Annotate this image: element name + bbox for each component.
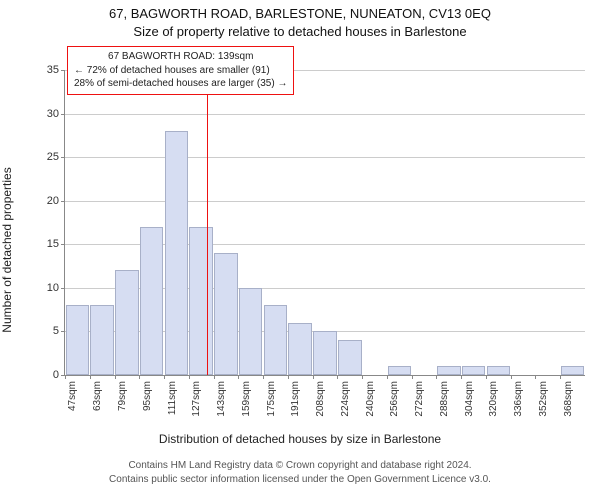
x-tick-label: 47sqm: [67, 381, 78, 411]
histogram-bar: [189, 227, 213, 375]
x-tick-label: 143sqm: [216, 381, 227, 417]
x-tickmark: [486, 375, 487, 379]
annotation-box: 67 BAGWORTH ROAD: 139sqm← 72% of detache…: [67, 46, 294, 95]
x-tick-label: 352sqm: [538, 381, 549, 417]
histogram-plot: 0510152025303547sqm63sqm79sqm95sqm111sqm…: [64, 70, 585, 376]
histogram-bar: [140, 227, 164, 375]
gridline: [65, 201, 585, 202]
y-tick-label: 25: [47, 151, 59, 163]
x-tickmark: [139, 375, 140, 379]
x-tick-label: 127sqm: [191, 381, 202, 417]
histogram-bar: [462, 366, 486, 375]
x-tickmark: [560, 375, 561, 379]
x-tick-label: 191sqm: [290, 381, 301, 417]
footer-license: Contains public sector information licen…: [0, 474, 600, 485]
x-tickmark: [288, 375, 289, 379]
x-tickmark: [362, 375, 363, 379]
title-subtitle: Size of property relative to detached ho…: [0, 24, 600, 39]
histogram-bar: [66, 305, 90, 375]
x-tick-label: 368sqm: [563, 381, 574, 417]
y-tickmark: [61, 70, 65, 71]
title-address: 67, BAGWORTH ROAD, BARLESTONE, NUNEATON,…: [0, 6, 600, 21]
gridline: [65, 157, 585, 158]
x-tickmark: [511, 375, 512, 379]
y-tickmark: [61, 244, 65, 245]
histogram-bar: [288, 323, 312, 375]
histogram-bar: [388, 366, 412, 375]
x-tick-label: 240sqm: [365, 381, 376, 417]
histogram-bar: [115, 270, 139, 375]
x-tickmark: [535, 375, 536, 379]
x-tickmark: [337, 375, 338, 379]
x-tick-label: 63sqm: [92, 381, 103, 411]
reference-line: [207, 70, 208, 375]
annotation-line: ← 72% of detached houses are smaller (91…: [74, 64, 287, 78]
x-tick-label: 79sqm: [117, 381, 128, 411]
x-tick-label: 304sqm: [464, 381, 475, 417]
x-tickmark: [461, 375, 462, 379]
y-axis-label: Number of detached properties: [0, 100, 14, 400]
y-tickmark: [61, 288, 65, 289]
y-tick-label: 0: [53, 369, 59, 381]
annotation-line: 67 BAGWORTH ROAD: 139sqm: [74, 50, 287, 64]
y-tickmark: [61, 201, 65, 202]
x-tick-label: 224sqm: [340, 381, 351, 417]
x-tickmark: [238, 375, 239, 379]
histogram-bar: [437, 366, 461, 375]
gridline: [65, 114, 585, 115]
x-axis-label: Distribution of detached houses by size …: [0, 432, 600, 446]
x-tickmark: [65, 375, 66, 379]
y-tickmark: [61, 331, 65, 332]
histogram-bar: [214, 253, 238, 375]
y-tick-label: 35: [47, 64, 59, 76]
x-tick-label: 272sqm: [414, 381, 425, 417]
histogram-bar: [487, 366, 511, 375]
footer-copyright: Contains HM Land Registry data © Crown c…: [0, 460, 600, 471]
histogram-bar: [264, 305, 288, 375]
x-tick-label: 95sqm: [142, 381, 153, 411]
annotation-line: 28% of semi-detached houses are larger (…: [74, 77, 287, 91]
histogram-bar: [90, 305, 114, 375]
x-tick-label: 111sqm: [167, 381, 178, 415]
y-tickmark: [61, 157, 65, 158]
histogram-bar: [561, 366, 585, 375]
x-tick-label: 208sqm: [315, 381, 326, 417]
histogram-bar: [313, 331, 337, 375]
x-tick-label: 320sqm: [488, 381, 499, 417]
y-tick-label: 15: [47, 238, 59, 250]
y-tick-label: 30: [47, 108, 59, 120]
x-tickmark: [263, 375, 264, 379]
x-tick-label: 256sqm: [389, 381, 400, 417]
histogram-bar: [239, 288, 263, 375]
x-tickmark: [115, 375, 116, 379]
x-tickmark: [412, 375, 413, 379]
x-tickmark: [214, 375, 215, 379]
y-tick-label: 10: [47, 282, 59, 294]
y-tick-label: 20: [47, 195, 59, 207]
x-tickmark: [189, 375, 190, 379]
x-tickmark: [387, 375, 388, 379]
x-tickmark: [436, 375, 437, 379]
y-tickmark: [61, 114, 65, 115]
x-tick-label: 336sqm: [513, 381, 524, 417]
histogram-bar: [165, 131, 189, 375]
x-tickmark: [90, 375, 91, 379]
x-tick-label: 288sqm: [439, 381, 450, 417]
y-tick-label: 5: [53, 325, 59, 337]
histogram-bar: [338, 340, 362, 375]
x-tickmark: [313, 375, 314, 379]
x-tick-label: 159sqm: [241, 381, 252, 417]
x-tickmark: [164, 375, 165, 379]
x-tick-label: 175sqm: [266, 381, 277, 417]
